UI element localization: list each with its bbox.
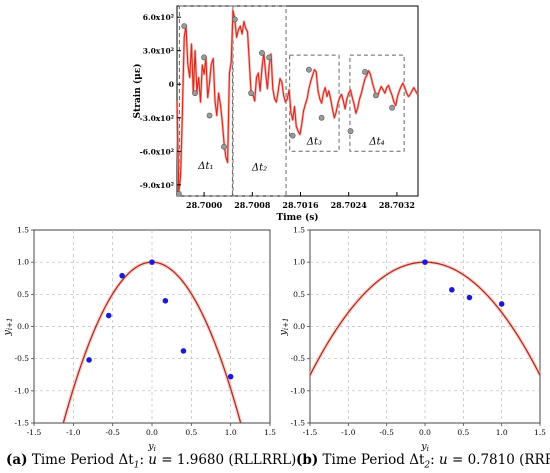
peak-marker (175, 190, 182, 197)
x-axis-label: yi (147, 441, 156, 453)
x-tick-label: 28.7000 (186, 200, 223, 210)
peak-marker (318, 114, 325, 121)
peak-marker (306, 66, 312, 73)
y-tick-label: 1.5 (293, 226, 305, 235)
caption-a-label: (a) (6, 452, 28, 468)
peak-marker (289, 132, 296, 139)
caption-b-label: (b) (296, 452, 319, 468)
caption-a-text-1: Time Period Δt (27, 452, 134, 468)
x-axis-label: Time (s) (276, 212, 318, 223)
x-tick-label: 0.0 (419, 428, 431, 437)
data-point (105, 312, 112, 319)
data-point (422, 259, 428, 265)
data-point (227, 373, 234, 380)
y-tick-label: 1.0 (293, 258, 305, 267)
data-point (149, 259, 155, 265)
caption-b-text-1: Time Period Δt (318, 452, 425, 468)
x-tick-label: -1.5 (27, 428, 42, 437)
return-map-chart-b: -1.5 -1.0 -0.5 0.0 0.5 1.0 1.5 1.5 1.0 0.5 0.0 -0.5… (278, 226, 546, 454)
y-tick-label: 0 (169, 80, 174, 89)
caption-b-var: u (438, 452, 448, 468)
peak-marker (192, 90, 198, 97)
caption-a: (a) Time Period Δt1: u = 1.9680 (RLLRRL) (6, 452, 296, 471)
peak-marker (347, 128, 354, 135)
x-tick-label: 28.7016 (282, 200, 319, 210)
y-tick-label: 0.5 (17, 290, 29, 299)
y-tick-label: -9.0x10² (140, 181, 174, 190)
x-tick-label: 28.7008 (234, 200, 271, 210)
return-map-chart-a: -1.5 -1.0 -0.5 0.0 0.5 1.0 1.5 1.5 1.0 0.5 0.0 -0.5… (2, 226, 276, 454)
x-tick-label: 1.5 (264, 428, 276, 437)
y-tick-label: 1.5 (17, 226, 29, 235)
caption-b-text-3: = 0.7810 (RRR) (447, 452, 550, 468)
x-tick-label: 28.7032 (379, 200, 415, 210)
x-tick-label: 1.0 (496, 428, 508, 437)
caption-b-text-2: : (430, 452, 439, 468)
y-tick-label: 1.0 (17, 258, 29, 267)
y-tick-label: 0.0 (17, 322, 29, 331)
x-tick-label: -1.0 (66, 428, 81, 437)
interval-box-1 (178, 5, 233, 197)
caption-b-sub: 2 (424, 460, 431, 471)
y-axis-label: yi+1 (2, 318, 14, 337)
data-point (498, 301, 505, 307)
y-tick-label: -3.0x10² (140, 114, 174, 123)
peak-marker (221, 143, 227, 150)
peak-marker (362, 69, 368, 75)
x-tick-label: -1.5 (303, 428, 318, 437)
interval-label-4: Δt₄ (368, 137, 384, 148)
data-point (449, 287, 455, 293)
y-tick-label: -0.5 (15, 354, 30, 363)
interval-box-3 (289, 54, 340, 152)
interval-label-3: Δt₃ (306, 137, 322, 148)
y-axis-label: yi+1 (278, 318, 290, 337)
data-point (466, 294, 473, 301)
peak-marker (201, 54, 208, 61)
y-tick-label: 0.0 (293, 322, 305, 331)
peak-marker (259, 50, 265, 56)
caption-b: (b) Time Period Δt2: u = 0.7810 (RRR) (296, 452, 550, 471)
x-tick-label: 28.7024 (331, 200, 368, 210)
data-point (119, 272, 125, 279)
interval-label-1: Δt₁ (197, 161, 213, 172)
y-tick-label: 3.0x10² (143, 47, 174, 56)
interval-box-4 (349, 54, 405, 152)
x-tick-label: 0.0 (146, 428, 158, 437)
caption-a-var: u (148, 452, 157, 468)
peak-marker (206, 112, 213, 119)
x-tick-label: -1.0 (341, 428, 356, 437)
strain-time-chart: Δt₁ Δt₂ Δt₃ Δt₄ 6.0x10² 3.0x10² 0 -3.0x10² -6.0x… (132, 5, 419, 223)
peak-marker (389, 104, 395, 111)
y-tick-label: 6.0x10² (143, 13, 174, 22)
data-point (180, 348, 187, 354)
data-point (86, 357, 92, 363)
y-tick-label: -1.5 (15, 419, 30, 428)
y-tick-label: -1.5 (291, 419, 306, 428)
peak-marker (248, 90, 255, 97)
x-tick-label: -0.5 (379, 428, 394, 437)
x-tick-label: 0.5 (185, 428, 197, 437)
x-tick-label: 0.5 (457, 428, 469, 437)
caption-a-text-3: = 1.9680 (RLLRRL) (156, 452, 297, 468)
y-tick-label: -1.0 (15, 386, 30, 395)
y-tick-label: -0.5 (291, 354, 306, 363)
peak-marker (372, 92, 379, 99)
x-axis-label: yi (420, 441, 429, 453)
y-tick-label: -1.0 (291, 386, 306, 395)
caption-a-text-2: : (139, 452, 149, 468)
x-tick-label: 1.5 (534, 428, 546, 437)
x-tick-label: 1.0 (225, 428, 237, 437)
y-tick-label: 0.5 (293, 290, 305, 299)
x-tick-label: -0.5 (105, 428, 120, 437)
y-axis-label: Strain (με) (132, 64, 143, 119)
caption-a-sub: 1 (133, 460, 140, 471)
peak-marker (181, 23, 188, 30)
peak-marker (266, 54, 273, 61)
data-point (162, 297, 169, 304)
peak-marker (231, 16, 238, 23)
y-tick-label: -6.0x10² (140, 147, 174, 156)
interval-label-2: Δt₂ (251, 162, 267, 173)
